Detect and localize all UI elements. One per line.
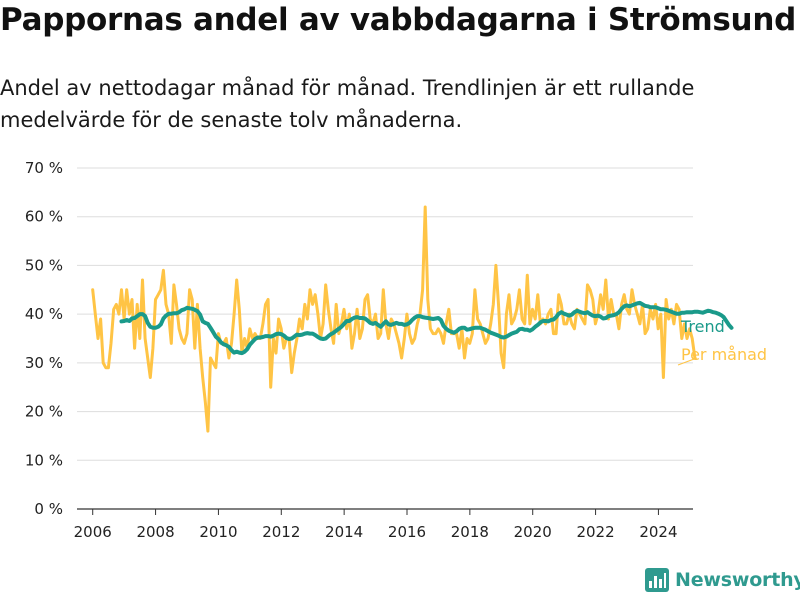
y-tick-label: 10 % [25,451,63,469]
y-tick-label: 40 % [25,305,63,323]
x-tick-label: 2016 [388,523,426,541]
bar-chart-icon [645,568,669,592]
x-tick-label: 2020 [514,523,552,541]
y-tick-label: 70 % [25,159,63,177]
x-tick-label: 2010 [199,523,237,541]
y-tick-label: 60 % [25,208,63,226]
y-axis: 0 % 10 % 20 % 30 % 40 % 50 % 60 % 70 % [25,159,63,518]
legend: Trend Per månad [677,317,767,366]
brand-name: Newsworthy [675,569,800,591]
x-tick-label: 2024 [639,523,677,541]
y-tick-label: 30 % [25,354,63,372]
series-trend [119,300,734,356]
x-tick-label: 2008 [136,523,174,541]
y-tick-label: 50 % [25,256,63,274]
legend-trend: Trend [680,317,725,336]
x-tick-label: 2012 [262,523,300,541]
x-tick-label: 2006 [74,523,112,541]
y-tick-label: 0 % [34,500,63,518]
series-lines [91,205,734,433]
x-axis: 2006 2008 2010 2012 2014 2016 2018 2020 2022 2024 [74,508,693,541]
chart-title: Pappornas andel av vabbdagarna i Strömsu… [0,2,796,38]
legend-leader [677,357,698,366]
legend-per-manad: Per månad [681,345,767,364]
y-tick-label: 20 % [25,403,63,421]
x-tick-label: 2014 [325,523,363,541]
newsworthy-logo: Newsworthy [645,568,800,592]
x-tick-label: 2018 [451,523,489,541]
x-tick-label: 2022 [576,523,614,541]
chart-subtitle: Andel av nettodagar månad för månad. Tre… [0,76,695,132]
